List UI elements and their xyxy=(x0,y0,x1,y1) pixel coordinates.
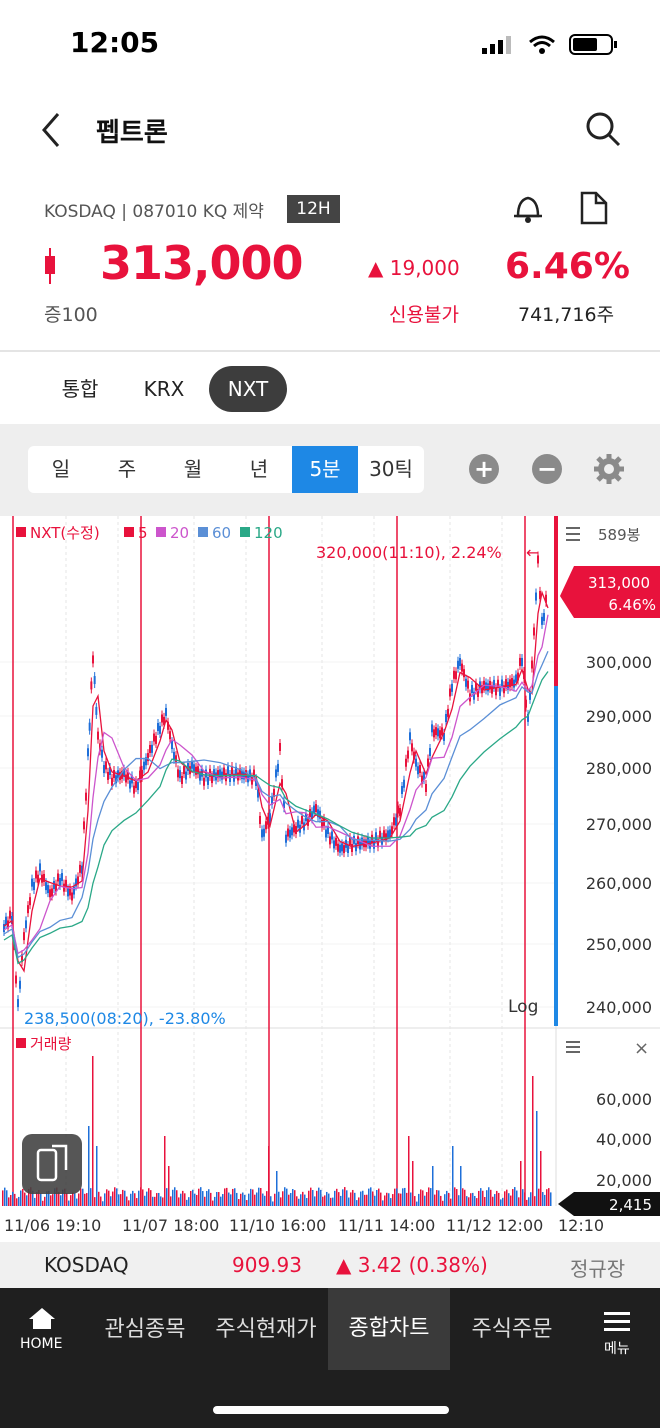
x-tick: 12:10 xyxy=(558,1216,605,1235)
legend-ma20: 20 xyxy=(170,524,189,542)
period-5min[interactable]: 5분 xyxy=(292,446,358,493)
back-icon[interactable] xyxy=(38,110,66,150)
volume-tick: 20,000 xyxy=(596,1171,652,1190)
current-price-tag: 313,000 6.46% xyxy=(560,566,660,618)
legend-ma60: 60 xyxy=(212,524,231,542)
search-icon[interactable] xyxy=(584,110,624,150)
volume-label: 거래량 xyxy=(30,1035,72,1053)
current-price: 313,000 xyxy=(100,236,304,290)
status-bar: 12:05 xyxy=(0,0,660,88)
index-bar[interactable]: KOSDAQ 909.93 ▲ 3.42 (0.38%) 정규장 xyxy=(0,1242,660,1288)
candle-icon xyxy=(45,248,55,284)
price-chart[interactable]: NXT(수정) 5 20 60 120 589봉 320,000(11:10),… xyxy=(0,516,660,1240)
period-month[interactable]: 월 xyxy=(183,457,203,481)
page-title: 펩트론 xyxy=(96,118,168,148)
volume-tick: 40,000 xyxy=(596,1130,652,1149)
index-value: 909.93 xyxy=(232,1253,302,1277)
period-week[interactable]: 주 xyxy=(117,457,137,481)
price-change-pct: 6.46% xyxy=(505,246,630,287)
volume-close-icon[interactable]: × xyxy=(634,1038,649,1059)
period-year[interactable]: 년 xyxy=(249,457,269,481)
price-change: ▲ 19,000 xyxy=(368,256,460,280)
volume-menu-icon[interactable] xyxy=(566,1041,580,1053)
high-note: 320,000(11:10), 2.24% xyxy=(316,543,502,562)
price-tick: 250,000 xyxy=(586,935,652,954)
rotate-icon xyxy=(36,1144,68,1182)
nav-order[interactable]: 주식주문 xyxy=(471,1317,553,1342)
trade-volume: 741,716주 xyxy=(518,304,615,326)
current-volume-tag: 2,415 xyxy=(558,1192,660,1216)
settings-gear-icon[interactable] xyxy=(592,452,626,486)
index-change: ▲ 3.42 (0.38%) xyxy=(336,1253,488,1277)
x-tick: 11/11 14:00 xyxy=(338,1216,436,1235)
index-session: 정규장 xyxy=(570,1257,626,1281)
nav-home[interactable]: HOME xyxy=(14,1306,70,1354)
price-tick: 260,000 xyxy=(586,874,652,893)
svg-text:2,415: 2,415 xyxy=(609,1196,652,1214)
legend-ma5: 5 xyxy=(138,524,148,542)
tab-nxt[interactable]: NXT xyxy=(209,366,287,412)
session-badge: 12H xyxy=(287,195,340,223)
period-day[interactable]: 일 xyxy=(51,457,71,481)
log-toggle[interactable]: Log xyxy=(508,997,538,1017)
rotate-screen-button[interactable] xyxy=(22,1134,82,1194)
home-icon xyxy=(29,1308,55,1329)
price-tick: 270,000 xyxy=(586,815,652,834)
document-icon[interactable] xyxy=(578,190,610,226)
period-30tick[interactable]: 30틱 xyxy=(369,457,413,481)
bell-icon[interactable] xyxy=(510,190,546,226)
price-tick: 290,000 xyxy=(586,707,652,726)
margin-rate: 증100 xyxy=(44,304,98,326)
nav-menu[interactable]: 메뉴 xyxy=(596,1310,640,1358)
hamburger-icon xyxy=(604,1312,630,1331)
svg-text:313,000: 313,000 xyxy=(588,574,650,592)
x-tick: 11/07 18:00 xyxy=(122,1216,220,1235)
tab-krx[interactable]: KRX xyxy=(143,377,185,401)
index-name: KOSDAQ xyxy=(44,1253,129,1277)
nav-chart[interactable]: 종합차트 xyxy=(328,1288,450,1370)
period-selector xyxy=(28,446,424,493)
zoom-in-icon[interactable]: + xyxy=(469,454,499,484)
price-tick: 300,000 xyxy=(586,653,652,672)
price-tick: 280,000 xyxy=(586,759,652,778)
tab-integrated[interactable]: 통합 xyxy=(61,377,99,401)
x-tick: 11/06 19:10 xyxy=(4,1216,102,1235)
nav-watchlist[interactable]: 관심종목 xyxy=(104,1317,186,1342)
status-time: 12:05 xyxy=(70,26,160,59)
nav-current-price[interactable]: 주식현재가 xyxy=(215,1317,317,1342)
divider xyxy=(0,350,660,352)
status-icons xyxy=(482,34,617,55)
x-axis: 11/06 19:10 11/07 18:00 11/10 16:00 11/1… xyxy=(0,1214,660,1242)
credit-status: 신용불가 xyxy=(389,304,459,326)
volume-tick: 60,000 xyxy=(596,1090,652,1109)
price-tick: 240,000 xyxy=(586,998,652,1017)
bar-count: 589봉 xyxy=(598,526,640,544)
svg-text:6.46%: 6.46% xyxy=(608,596,656,614)
legend-main: NXT(수정) xyxy=(30,524,100,542)
stock-info: KOSDAQ | 087010 KQ 제약 xyxy=(44,202,264,222)
zoom-out-icon[interactable]: − xyxy=(532,454,562,484)
header xyxy=(0,88,660,172)
menu-icon[interactable] xyxy=(566,527,580,541)
x-tick: 11/12 12:00 xyxy=(446,1216,544,1235)
home-indicator xyxy=(213,1406,449,1414)
high-arrow-icon: ← xyxy=(526,543,539,562)
low-note: 238,500(08:20), -23.80% xyxy=(24,1009,226,1028)
legend-ma120: 120 xyxy=(254,524,283,542)
x-tick: 11/10 16:00 xyxy=(229,1216,327,1235)
